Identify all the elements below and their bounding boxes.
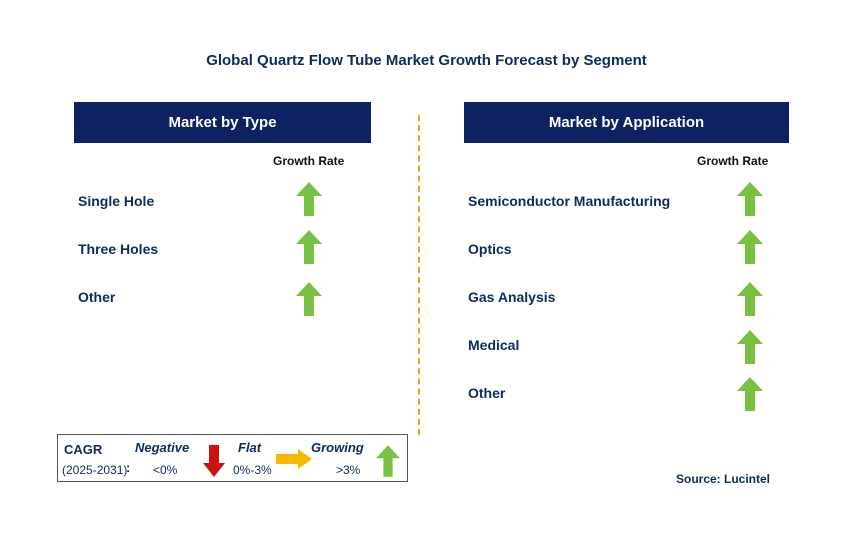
legend-flat-label: Flat (238, 440, 262, 455)
down-arrow-icon (203, 445, 225, 477)
up-arrow-icon (296, 182, 322, 216)
application-panel-header: Market by Application (464, 102, 789, 143)
legend-cagr-label: CAGR (64, 442, 103, 457)
up-arrow-icon (737, 230, 763, 264)
legend-flat-range: 0%-3% (233, 463, 272, 477)
up-arrow-icon (737, 377, 763, 411)
legend-period: (2025-2031) (62, 463, 128, 477)
legend-growing-label: Growing (311, 440, 364, 455)
up-arrow-icon (376, 445, 400, 477)
legend-negative-label: Negative (135, 440, 190, 455)
application-label-semiconductor: Semiconductor Manufacturing (468, 193, 671, 209)
legend-colon: : (126, 460, 131, 475)
type-label-three-holes: Three Holes (78, 241, 159, 257)
application-label-medical: Medical (468, 337, 520, 353)
source-label: Source: Lucintel (676, 472, 771, 486)
application-label-other: Other (468, 385, 506, 401)
type-panel-header-label: Market by Type (168, 114, 277, 131)
type-panel-header: Market by Type (74, 102, 371, 143)
up-arrow-icon (737, 330, 763, 364)
page-title: Global Quartz Flow Tube Market Growth Fo… (206, 52, 647, 69)
right-arrow-icon (276, 449, 312, 469)
cagr-legend: CAGR (2025-2031) : Negative <0% Flat 0%-… (57, 434, 408, 482)
application-growth-rate-label: Growth Rate (697, 154, 769, 168)
application-panel-header-label: Market by Application (548, 114, 705, 131)
application-label-gas-analysis: Gas Analysis (468, 289, 556, 305)
up-arrow-icon (737, 282, 763, 316)
type-label-other: Other (78, 289, 116, 305)
legend-growing-range: >3% (336, 463, 361, 477)
application-label-optics: Optics (468, 241, 512, 257)
type-growth-rate-label: Growth Rate (273, 154, 345, 168)
up-arrow-icon (296, 230, 322, 264)
panel-divider (418, 115, 420, 435)
up-arrow-icon (737, 182, 763, 216)
up-arrow-icon (296, 282, 322, 316)
type-label-single-hole: Single Hole (78, 193, 155, 209)
legend-negative-range: <0% (153, 463, 178, 477)
